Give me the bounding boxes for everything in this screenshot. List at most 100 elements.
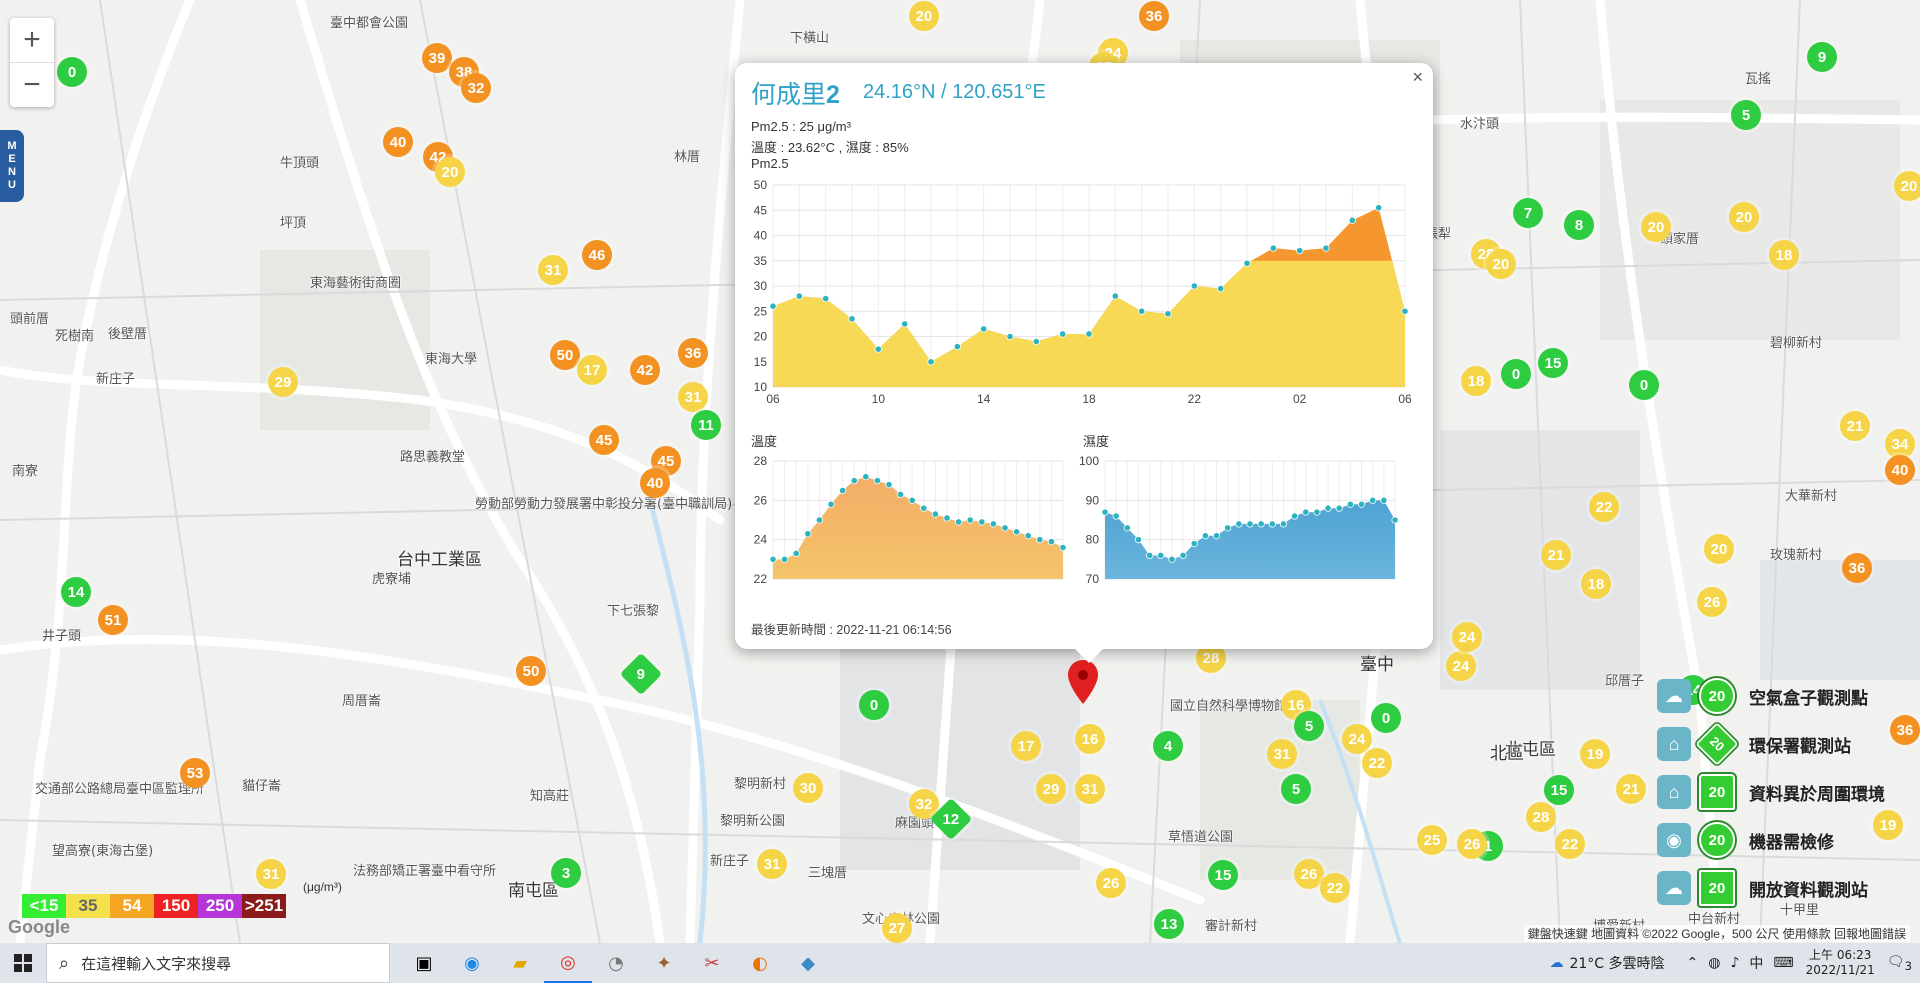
sensor-marker[interactable]: 20 bbox=[909, 1, 939, 31]
notification-icon[interactable]: 🗨3 bbox=[1886, 953, 1912, 973]
sensor-marker[interactable]: 15 bbox=[1544, 775, 1574, 805]
keyboard-icon[interactable]: ⌨ bbox=[1773, 955, 1794, 971]
edge-icon[interactable]: ◉ bbox=[464, 952, 480, 974]
chrome-icon[interactable]: ◎ bbox=[544, 943, 592, 983]
sensor-marker[interactable]: 26 bbox=[1096, 868, 1126, 898]
sensor-marker[interactable]: 36 bbox=[1890, 715, 1920, 745]
sensor-marker[interactable]: 19 bbox=[1580, 739, 1610, 769]
sensor-marker[interactable]: 5 bbox=[1731, 100, 1761, 130]
sensor-marker[interactable]: 30 bbox=[793, 773, 823, 803]
sensor-marker[interactable]: 21 bbox=[1840, 411, 1870, 441]
weather-icon[interactable]: ☁ bbox=[1549, 955, 1564, 971]
sensor-marker[interactable]: 21 bbox=[1616, 774, 1646, 804]
sensor-marker[interactable]: 18 bbox=[1461, 366, 1491, 396]
sensor-marker[interactable]: 5 bbox=[1294, 711, 1324, 741]
sensor-marker[interactable]: 25 bbox=[1417, 825, 1447, 855]
sensor-marker[interactable]: 9 bbox=[1807, 42, 1837, 72]
location-pin-icon[interactable] bbox=[1068, 660, 1098, 704]
sensor-marker[interactable]: 36 bbox=[1139, 1, 1169, 31]
map[interactable]: 臺中都會公園 牛頂頭 坪頂 東海藝術街商圈 頭前厝 死樹南 後壁厝 新庄子 東海大學 路思義教堂南… bbox=[0, 0, 1920, 943]
sensor-marker[interactable]: 17 bbox=[577, 355, 607, 385]
sensor-marker[interactable]: 3 bbox=[551, 858, 581, 888]
sensor-marker[interactable]: 42 bbox=[630, 355, 660, 385]
sensor-marker[interactable]: 34 bbox=[1885, 429, 1915, 459]
app-icon[interactable]: ✦ bbox=[656, 952, 672, 974]
menu-button[interactable]: M E N U bbox=[0, 130, 24, 202]
sensor-marker[interactable]: 40 bbox=[383, 127, 413, 157]
sensor-marker[interactable]: 31 bbox=[256, 859, 286, 889]
sensor-marker[interactable]: 11 bbox=[691, 410, 721, 440]
sensor-marker[interactable]: 0 bbox=[57, 57, 87, 87]
sensor-marker[interactable]: 46 bbox=[582, 240, 612, 270]
sensor-marker[interactable]: 31 bbox=[1075, 774, 1105, 804]
sensor-marker[interactable]: 29 bbox=[268, 367, 298, 397]
sensor-marker[interactable]: 19 bbox=[1873, 810, 1903, 840]
sensor-marker[interactable]: 26 bbox=[1457, 829, 1487, 859]
ime-indicator[interactable]: 中 bbox=[1749, 956, 1764, 972]
sensor-marker[interactable]: 0 bbox=[1501, 359, 1531, 389]
sensor-marker[interactable]: 21 bbox=[1541, 540, 1571, 570]
sensor-marker[interactable]: 45 bbox=[589, 425, 619, 455]
sensor-marker[interactable]: 18 bbox=[1769, 240, 1799, 270]
sensor-marker[interactable]: 36 bbox=[1842, 553, 1872, 583]
sensor-marker[interactable]: 26 bbox=[1294, 859, 1324, 889]
app-icon[interactable]: ◔ bbox=[608, 952, 624, 974]
taskbar-search[interactable]: ⌕ 在這裡輸入文字來搜尋 bbox=[46, 943, 390, 983]
sensor-marker[interactable]: 20 bbox=[1641, 212, 1671, 242]
sensor-marker[interactable]: 26 bbox=[1697, 587, 1727, 617]
sensor-marker[interactable]: 13 bbox=[1154, 909, 1184, 939]
network-icon[interactable]: ◍ bbox=[1708, 955, 1721, 971]
sensor-marker[interactable]: 40 bbox=[1885, 455, 1915, 485]
sensor-marker[interactable]: 22 bbox=[1589, 492, 1619, 522]
task-view-icon[interactable]: ▣ bbox=[415, 952, 433, 974]
sensor-marker[interactable]: 15 bbox=[1208, 860, 1238, 890]
sensor-marker[interactable]: 31 bbox=[678, 382, 708, 412]
sensor-marker[interactable]: 8 bbox=[1564, 210, 1594, 240]
sensor-marker[interactable]: 36 bbox=[678, 338, 708, 368]
sensor-marker[interactable]: 18 bbox=[1581, 569, 1611, 599]
volume-icon[interactable]: ♪ bbox=[1730, 955, 1740, 971]
zoom-out-button[interactable]: − bbox=[10, 62, 54, 107]
sensor-marker[interactable]: 7 bbox=[1513, 198, 1543, 228]
sensor-marker[interactable]: 29 bbox=[1036, 774, 1066, 804]
sensor-marker[interactable]: 22 bbox=[1555, 829, 1585, 859]
sensor-marker[interactable]: 24 bbox=[1446, 651, 1476, 681]
sensor-marker[interactable]: 24 bbox=[1452, 622, 1482, 652]
windows-start-button[interactable] bbox=[0, 954, 46, 972]
sensor-marker[interactable]: 17 bbox=[1011, 731, 1041, 761]
close-icon[interactable]: × bbox=[1412, 67, 1423, 87]
zoom-in-button[interactable]: + bbox=[23, 23, 41, 56]
sensor-marker[interactable]: 15 bbox=[1538, 348, 1568, 378]
sensor-marker[interactable]: 32 bbox=[461, 73, 491, 103]
sensor-marker[interactable]: 22 bbox=[1362, 748, 1392, 778]
sensor-marker[interactable]: 24 bbox=[1342, 724, 1372, 754]
map-attribution[interactable]: 鍵盤快速鍵 地圖資料 ©2022 Google，500 公尺 使用條款 回報地圖… bbox=[1523, 925, 1910, 942]
sensor-marker[interactable]: 0 bbox=[859, 690, 889, 720]
sensor-marker[interactable]: 51 bbox=[98, 605, 128, 635]
app-icon[interactable]: ✂ bbox=[704, 952, 720, 974]
sensor-marker[interactable]: 50 bbox=[550, 340, 580, 370]
sensor-marker[interactable]: 31 bbox=[757, 849, 787, 879]
sensor-marker[interactable]: 40 bbox=[640, 468, 670, 498]
sensor-marker[interactable]: 31 bbox=[1267, 739, 1297, 769]
app-icon[interactable]: ◆ bbox=[801, 952, 815, 974]
sensor-marker[interactable]: 0 bbox=[1629, 370, 1659, 400]
sensor-marker[interactable]: 16 bbox=[1281, 690, 1311, 720]
sensor-marker[interactable]: 50 bbox=[516, 656, 546, 686]
sensor-marker[interactable]: 28 bbox=[1526, 802, 1556, 832]
sensor-marker[interactable]: 0 bbox=[1371, 703, 1401, 733]
sensor-marker[interactable]: 27 bbox=[882, 913, 912, 943]
sensor-marker[interactable]: 31 bbox=[538, 255, 568, 285]
sensor-marker[interactable]: 20 bbox=[435, 157, 465, 187]
sensor-marker[interactable]: 53 bbox=[180, 758, 210, 788]
chevron-up-icon[interactable]: ⌃ bbox=[1686, 955, 1699, 971]
file-explorer-icon[interactable]: ▰ bbox=[513, 952, 527, 974]
blender-icon[interactable]: ◐ bbox=[752, 952, 768, 974]
sensor-marker[interactable]: 14 bbox=[61, 577, 91, 607]
sensor-marker[interactable]: 20 bbox=[1704, 534, 1734, 564]
sensor-marker[interactable]: 20 bbox=[1894, 171, 1920, 201]
sensor-marker[interactable]: 4 bbox=[1153, 731, 1183, 761]
sensor-marker[interactable]: 16 bbox=[1075, 724, 1105, 754]
sensor-marker[interactable]: 20 bbox=[1729, 202, 1759, 232]
weather-text[interactable]: 21°C 多雲時陰 bbox=[1569, 956, 1665, 972]
